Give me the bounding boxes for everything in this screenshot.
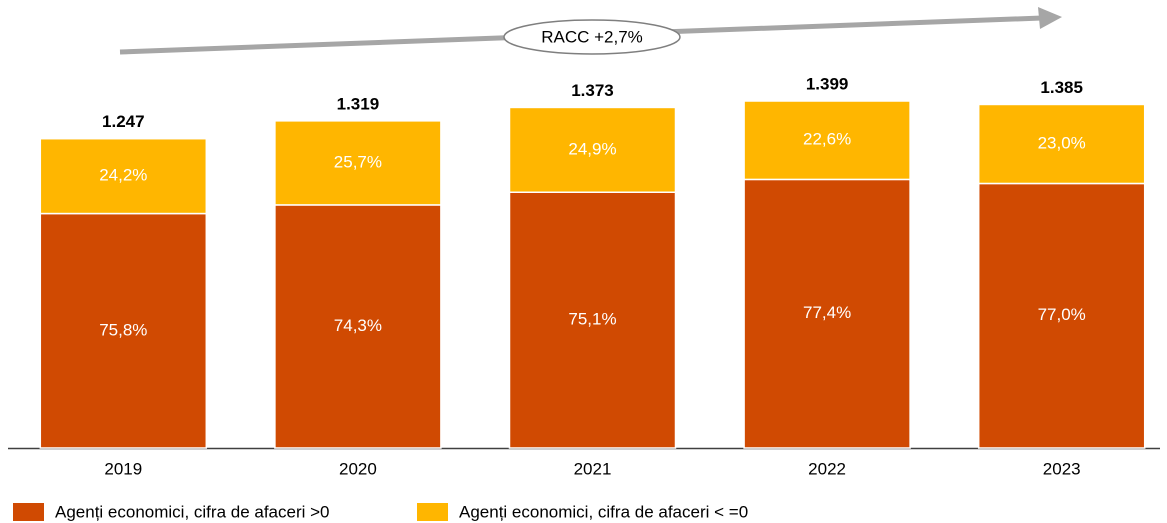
segment-label: 25,7% — [334, 152, 382, 171]
legend-swatch — [417, 503, 448, 521]
legend-label: Agenți economici, cifra de afaceri >0 — [55, 502, 330, 521]
x-tick-label: 2023 — [1043, 459, 1081, 478]
trend-arrow-head — [1038, 7, 1062, 29]
bar-segment — [508, 106, 677, 193]
x-tick-label: 2021 — [574, 459, 612, 478]
total-label: 1.247 — [102, 112, 145, 131]
segment-label: 77,0% — [1038, 305, 1086, 324]
segment-label: 22,6% — [803, 130, 851, 149]
bar-segment — [39, 212, 208, 449]
legend-swatch — [13, 503, 44, 521]
bar-segment — [743, 100, 911, 181]
segment-label: 77,4% — [803, 303, 851, 322]
bar-segment — [274, 120, 442, 206]
x-tick-label: 2022 — [808, 459, 846, 478]
x-tick-label: 2019 — [104, 459, 142, 478]
segment-label: 75,1% — [568, 310, 616, 329]
total-label: 1.399 — [806, 74, 849, 93]
annotation: RACC +2,7% — [541, 27, 643, 46]
bar-segment — [39, 137, 208, 215]
bar-segment — [977, 182, 1146, 449]
annotation-bubble — [503, 19, 681, 55]
legend-label: Agenți economici, cifra de afaceri < =0 — [459, 502, 748, 521]
segment-label: 74,3% — [334, 316, 382, 335]
segment-label: 23,0% — [1038, 133, 1086, 152]
bar-segment — [743, 178, 911, 449]
segment-label: 75,8% — [99, 320, 147, 339]
total-label: 1.319 — [337, 94, 380, 113]
total-label: 1.385 — [1040, 78, 1083, 97]
x-tick-label: 2020 — [339, 459, 377, 478]
segment-label: 24,9% — [568, 139, 616, 158]
bar-segment — [977, 103, 1146, 185]
total-label: 1.373 — [571, 81, 614, 100]
segment-label: 24,2% — [99, 166, 147, 185]
